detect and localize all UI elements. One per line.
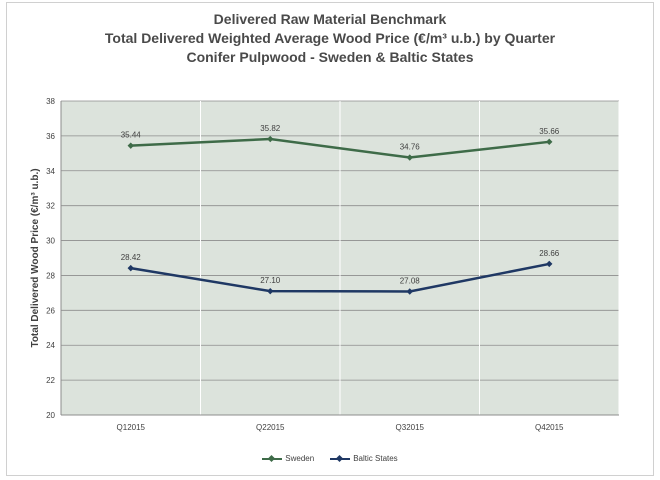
- series-line: [130, 137, 550, 159]
- legend-swatch: [330, 455, 351, 463]
- data-point: [127, 142, 134, 149]
- y-tick-label: 32: [46, 202, 55, 211]
- y-tick-label: 26: [46, 306, 55, 315]
- y-tick-label: 28: [46, 271, 55, 280]
- chart-title: Delivered Raw Material Benchmark Total D…: [0, 10, 660, 67]
- y-tick-label: 36: [46, 132, 55, 141]
- data-label: 28.66: [539, 249, 560, 258]
- x-tick-label: Q42015: [535, 423, 564, 432]
- data-point: [267, 287, 274, 295]
- data-label: 27.10: [260, 276, 281, 285]
- data-label: 34.76: [400, 143, 421, 152]
- data-point: [546, 138, 553, 146]
- data-point: [267, 135, 274, 143]
- data-point: [406, 154, 413, 161]
- legend-item: Baltic States: [330, 454, 398, 464]
- y-tick-label: 38: [46, 97, 55, 106]
- legend-label: Sweden: [285, 454, 315, 464]
- y-tick-label: 20: [46, 411, 55, 420]
- data-point: [546, 260, 553, 268]
- x-tick-label: Q22015: [256, 423, 285, 432]
- x-tick-label: Q12015: [117, 423, 146, 432]
- series-line: [130, 262, 550, 293]
- y-tick-label: 30: [46, 237, 55, 246]
- y-tick-label: 22: [46, 376, 55, 385]
- legend-swatch: [262, 455, 283, 463]
- legend-label: Baltic States: [353, 454, 398, 464]
- chart-legend: Sweden Baltic States: [0, 454, 660, 463]
- data-label: 35.66: [539, 127, 560, 136]
- x-tick-label: Q32015: [396, 423, 425, 432]
- chart-title-line-1: Delivered Raw Material Benchmark: [213, 11, 447, 27]
- data-label: 35.44: [121, 131, 142, 140]
- chart-title-line-2: Total Delivered Weighted Average Wood Pr…: [104, 30, 556, 46]
- y-tick-label: 24: [46, 341, 55, 350]
- data-point: [127, 264, 134, 272]
- legend-item: Sweden: [262, 454, 314, 463]
- data-label: 35.82: [260, 124, 281, 133]
- data-point: [406, 288, 413, 295]
- y-axis-title: Total Delivered Wood Price (€/m³ u.b.): [30, 168, 41, 347]
- data-label: 27.08: [400, 276, 421, 285]
- chart-title-line-3: Conifer Pulpwood - Sweden & Baltic State…: [186, 49, 474, 65]
- data-label: 28.42: [121, 253, 142, 262]
- y-tick-label: 34: [46, 167, 55, 176]
